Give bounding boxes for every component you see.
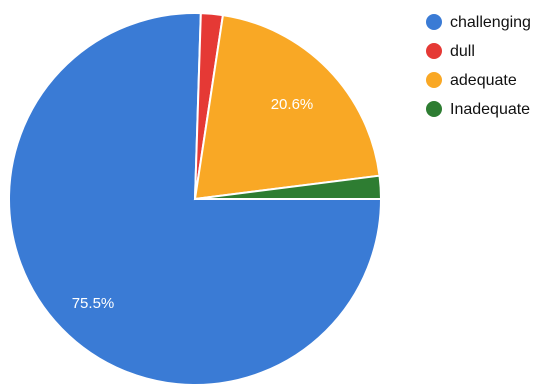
- pie-data-label-challenging: 75.5%: [72, 295, 115, 312]
- legend-swatch-dull: [426, 43, 442, 59]
- legend-swatch-inadequate: [426, 101, 442, 117]
- legend-label-dull: dull: [450, 43, 475, 60]
- legend-label-inadequate: Inadequate: [450, 101, 530, 118]
- legend-item-challenging: challenging: [426, 14, 531, 31]
- legend-item-inadequate: Inadequate: [426, 101, 530, 118]
- legend: challenging dull adequate Inadequate: [426, 14, 531, 118]
- legend-label-adequate: adequate: [450, 72, 517, 89]
- legend-item-adequate: adequate: [426, 72, 517, 89]
- legend-label-challenging: challenging: [450, 14, 531, 31]
- legend-item-dull: dull: [426, 43, 475, 60]
- pie-slices: [8, 12, 383, 386]
- legend-swatch-adequate: [426, 72, 442, 88]
- legend-swatch-challenging: [426, 14, 442, 30]
- pie-slice-inadequate: [194, 174, 383, 200]
- pie-slice-adequate: [193, 13, 381, 201]
- pie-data-labels: 75.5% 20.6%: [72, 96, 314, 312]
- pie-data-label-adequate: 20.6%: [271, 96, 314, 113]
